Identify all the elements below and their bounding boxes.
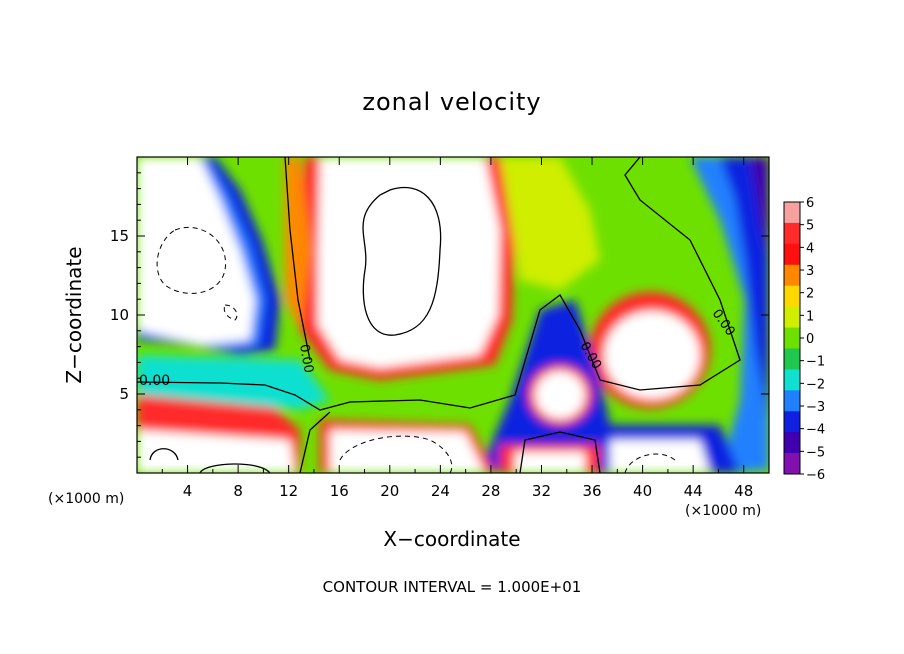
x-unit-right: (×1000 m) — [685, 503, 762, 519]
colorbar-label: −3 — [806, 400, 825, 415]
colorbar-label: −6 — [806, 468, 825, 483]
chart-title: zonal velocity — [362, 88, 542, 116]
colorbar-swatch — [784, 327, 800, 349]
colorbar-swatch — [784, 306, 800, 329]
colorbar-label: −4 — [806, 423, 825, 438]
contour-label: 0.00 — [296, 343, 316, 374]
colorbar-label: 4 — [806, 241, 814, 256]
x-unit-left: (×1000 m) — [48, 491, 125, 507]
x-axis-label: X−coordinate — [383, 527, 521, 551]
y-axis-label: Z−coordinate — [62, 246, 86, 384]
x-tick-label: 12 — [279, 482, 298, 500]
y-tick-label: 15 — [110, 227, 129, 245]
contour-interval-note: CONTOUR INTERVAL = 1.000E+01 — [322, 578, 582, 596]
x-tick-label: 8 — [233, 482, 243, 500]
colorbar-swatch — [784, 222, 800, 245]
y-tick-label: 5 — [119, 385, 129, 403]
colorbar-swatch — [784, 432, 800, 454]
contour-label: 0.00 — [139, 373, 170, 389]
contour-lines — [137, 157, 741, 473]
x-tick-label: 48 — [734, 482, 753, 500]
heatmap-field — [137, 157, 769, 473]
colorbar-label: −1 — [806, 355, 825, 370]
x-tick-label: 20 — [380, 482, 399, 500]
colorbar-label: 2 — [806, 287, 814, 302]
colorbar-swatch — [784, 285, 800, 308]
colorbar-swatch — [784, 390, 800, 412]
colorbar-swatch — [784, 243, 800, 266]
x-tick-label: 16 — [330, 482, 349, 500]
colorbar-label: 0 — [806, 332, 814, 347]
colorbar: 6 5 4 3 2 1 0 −1 −2 −3 −4 −5 −6 — [783, 196, 825, 483]
colorbar-label: 6 — [806, 196, 814, 211]
colorbar-label: −2 — [806, 377, 825, 392]
colorbar-swatch — [784, 202, 800, 224]
x-tick-label: 32 — [532, 482, 551, 500]
colorbar-label: 1 — [806, 309, 814, 324]
colorbar-swatch — [784, 348, 800, 370]
colorbar-swatch — [784, 264, 800, 287]
x-tick-label: 24 — [431, 482, 450, 500]
x-tick-label: 28 — [481, 482, 500, 500]
colorbar-label: 5 — [806, 219, 814, 234]
y-axis-ticks: 5 10 15 — [110, 172, 769, 458]
x-tick-label: 40 — [633, 482, 652, 500]
x-tick-label: 4 — [183, 482, 193, 500]
x-axis-ticks: 4 8 12 16 20 24 28 32 36 40 44 48 — [161, 157, 753, 500]
x-tick-label: 44 — [684, 482, 703, 500]
y-tick-label: 10 — [110, 306, 129, 324]
colorbar-label: −5 — [806, 445, 825, 460]
x-tick-label: 36 — [582, 482, 601, 500]
colorbar-swatch — [784, 369, 800, 391]
colorbar-swatch — [784, 453, 800, 475]
colorbar-label: 3 — [806, 264, 814, 279]
colorbar-swatch — [784, 411, 800, 433]
